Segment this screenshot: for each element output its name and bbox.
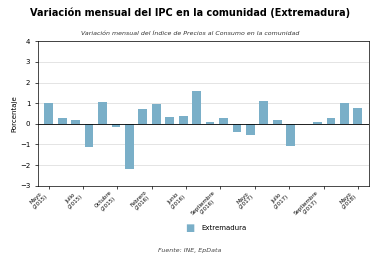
Text: Variación mensual del IPC en la comunidad (Extremadura): Variación mensual del IPC en la comunida… — [30, 8, 350, 18]
Bar — [165, 117, 174, 124]
Bar — [286, 124, 295, 146]
Bar — [326, 118, 335, 124]
Bar — [246, 124, 255, 135]
Bar — [233, 124, 241, 132]
Text: Fuente: INE, EpData: Fuente: INE, EpData — [158, 248, 222, 253]
Bar — [58, 118, 66, 124]
Y-axis label: Porcentaje: Porcentaje — [11, 95, 17, 132]
Bar — [44, 103, 53, 124]
Text: ■: ■ — [185, 223, 195, 233]
Bar — [219, 118, 228, 124]
Bar — [340, 103, 349, 124]
Bar — [112, 124, 120, 127]
Bar — [206, 122, 214, 124]
Text: Extremadura: Extremadura — [201, 225, 247, 231]
Bar — [273, 120, 282, 124]
Text: Variación mensual del Índice de Precios al Consumo en la comunidad: Variación mensual del Índice de Precios … — [81, 31, 299, 36]
Bar — [85, 124, 93, 147]
Bar — [152, 104, 161, 124]
Bar — [138, 109, 147, 124]
Bar — [192, 91, 201, 124]
Bar — [260, 101, 268, 124]
Bar — [125, 124, 134, 169]
Bar — [179, 116, 187, 124]
Bar — [98, 102, 107, 124]
Bar — [313, 122, 322, 124]
Bar — [353, 108, 362, 124]
Bar — [71, 120, 80, 124]
